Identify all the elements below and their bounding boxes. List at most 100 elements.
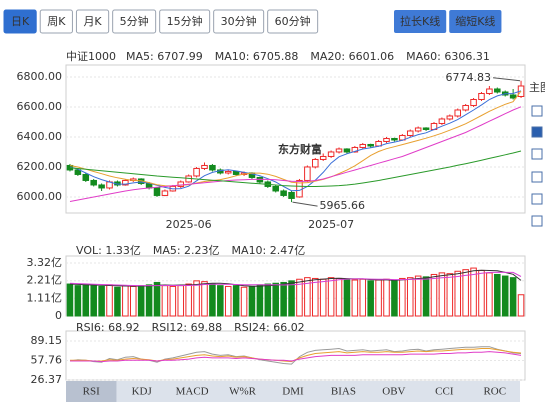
volume-bar: [470, 267, 477, 317]
volume-bar: [209, 283, 216, 317]
x-tick-label: 2025-07: [308, 218, 354, 231]
legend-entry: VOL: 1.33亿: [76, 244, 141, 257]
volume-bar: [193, 280, 200, 317]
legend-entry: RSI6: 68.92: [76, 321, 140, 334]
indicator-line: [69, 90, 522, 192]
watermark: 东方财富: [278, 142, 322, 156]
y-tick-label: 6200.00: [17, 160, 63, 173]
indicator-tab-label[interactable]: RSI: [83, 386, 100, 398]
indicator-tab-label[interactable]: CCI: [435, 386, 454, 398]
candle-body: [193, 167, 200, 177]
indicator-tab-label[interactable]: DMI: [282, 386, 304, 398]
period-tab[interactable]: [39, 9, 73, 34]
side-option[interactable]: [531, 105, 543, 117]
candle-body: [494, 88, 501, 93]
volume-bar: [335, 277, 343, 317]
x-tick-label: 2025-06: [166, 218, 212, 231]
side-option[interactable]: [531, 126, 543, 138]
side-option[interactable]: [531, 171, 543, 183]
zoom-button[interactable]: [394, 10, 447, 33]
side-option[interactable]: [531, 193, 543, 205]
period-tab-label[interactable]: 5分钟: [120, 14, 149, 28]
indicator-tab-label[interactable]: MACD: [176, 386, 209, 398]
legend-entry: MA60: 6306.31: [406, 50, 490, 63]
indicator-line: [70, 351, 522, 363]
candle-body: [446, 115, 454, 120]
volume-bar: [153, 281, 161, 317]
volume-bar: [486, 272, 493, 317]
indicator-line: [69, 271, 522, 287]
high-pointer: [492, 77, 521, 82]
candle-body: [406, 130, 414, 136]
candle-body: [280, 190, 287, 196]
legend-entry: MA10: 6705.88: [215, 50, 299, 63]
candle-body: [486, 88, 493, 94]
candle-body: [454, 109, 462, 117]
y-tick-label: 6800.00: [17, 70, 63, 83]
volume-bar: [240, 286, 248, 317]
period-tab-label[interactable]: 月K: [83, 15, 102, 28]
candle-body: [478, 92, 485, 100]
y-tick-label: 3.32亿: [27, 256, 63, 269]
period-tab[interactable]: [112, 9, 157, 34]
period-tab-label[interactable]: 日K: [11, 15, 30, 28]
plot-frame: [65, 64, 526, 214]
zoom-button-label[interactable]: 拉长K线: [400, 14, 440, 28]
candle-body: [351, 146, 359, 153]
legend-entry: RSI24: 66.02: [234, 321, 305, 334]
volume-bar: [169, 285, 177, 317]
volume-bar: [145, 284, 153, 317]
volume-bar: [217, 285, 224, 317]
volume-bar: [367, 280, 374, 317]
period-tab[interactable]: [267, 9, 319, 34]
period-tab-label[interactable]: 30分钟: [221, 14, 257, 28]
zoom-button[interactable]: [449, 10, 502, 33]
candle-body: [304, 166, 311, 181]
period-tab-label[interactable]: 60分钟: [275, 14, 311, 28]
indicator-line: [69, 150, 522, 187]
high-annotation: 6774.83: [446, 71, 492, 84]
period-tab[interactable]: [159, 9, 211, 34]
indicator-tab-label[interactable]: BIAS: [331, 386, 356, 398]
candle-body: [312, 158, 319, 168]
volume-bar: [106, 284, 113, 317]
candle-body: [201, 164, 208, 169]
volume-bar: [438, 272, 446, 317]
period-tab[interactable]: [75, 9, 110, 34]
indicator-tab-selected[interactable]: [66, 381, 117, 402]
indicator-tab-label[interactable]: ROC: [483, 386, 506, 398]
volume-bar: [137, 285, 145, 317]
candle-body: [161, 190, 169, 196]
period-tab[interactable]: [213, 9, 265, 34]
candle-body: [74, 169, 82, 175]
volume-bar: [319, 278, 327, 317]
y-tick-label: 6000.00: [17, 190, 63, 203]
volume-bar: [343, 278, 351, 317]
candle-body: [224, 170, 232, 174]
volume-bar: [312, 277, 319, 317]
volume-bar: [177, 285, 185, 317]
y-tick-label: 2.21亿: [27, 274, 63, 287]
side-label: 主图: [529, 81, 545, 94]
zoom-button-label[interactable]: 缩短K线: [455, 14, 495, 28]
volume-bar: [406, 277, 414, 317]
period-tab-label[interactable]: 周K: [47, 15, 66, 28]
volume-bar: [359, 278, 367, 317]
candle-body: [90, 179, 97, 186]
legend-entry: MA5: 2.23亿: [153, 244, 220, 257]
candle-body: [438, 118, 446, 124]
indicator-tab-label[interactable]: KDJ: [132, 386, 153, 398]
side-option[interactable]: [531, 148, 543, 160]
y-tick-label: 57.76: [31, 353, 63, 366]
period-tab[interactable]: [3, 9, 37, 34]
y-tick-label: 0: [55, 309, 62, 322]
candle-body: [232, 170, 240, 175]
candle-body: [462, 104, 469, 111]
volume-bar: [114, 286, 121, 317]
period-tab-label[interactable]: 15分钟: [167, 14, 203, 28]
indicator-tab-label[interactable]: W%R: [229, 386, 257, 398]
indicator-tab-label[interactable]: OBV: [382, 386, 405, 398]
side-option[interactable]: [531, 215, 543, 227]
